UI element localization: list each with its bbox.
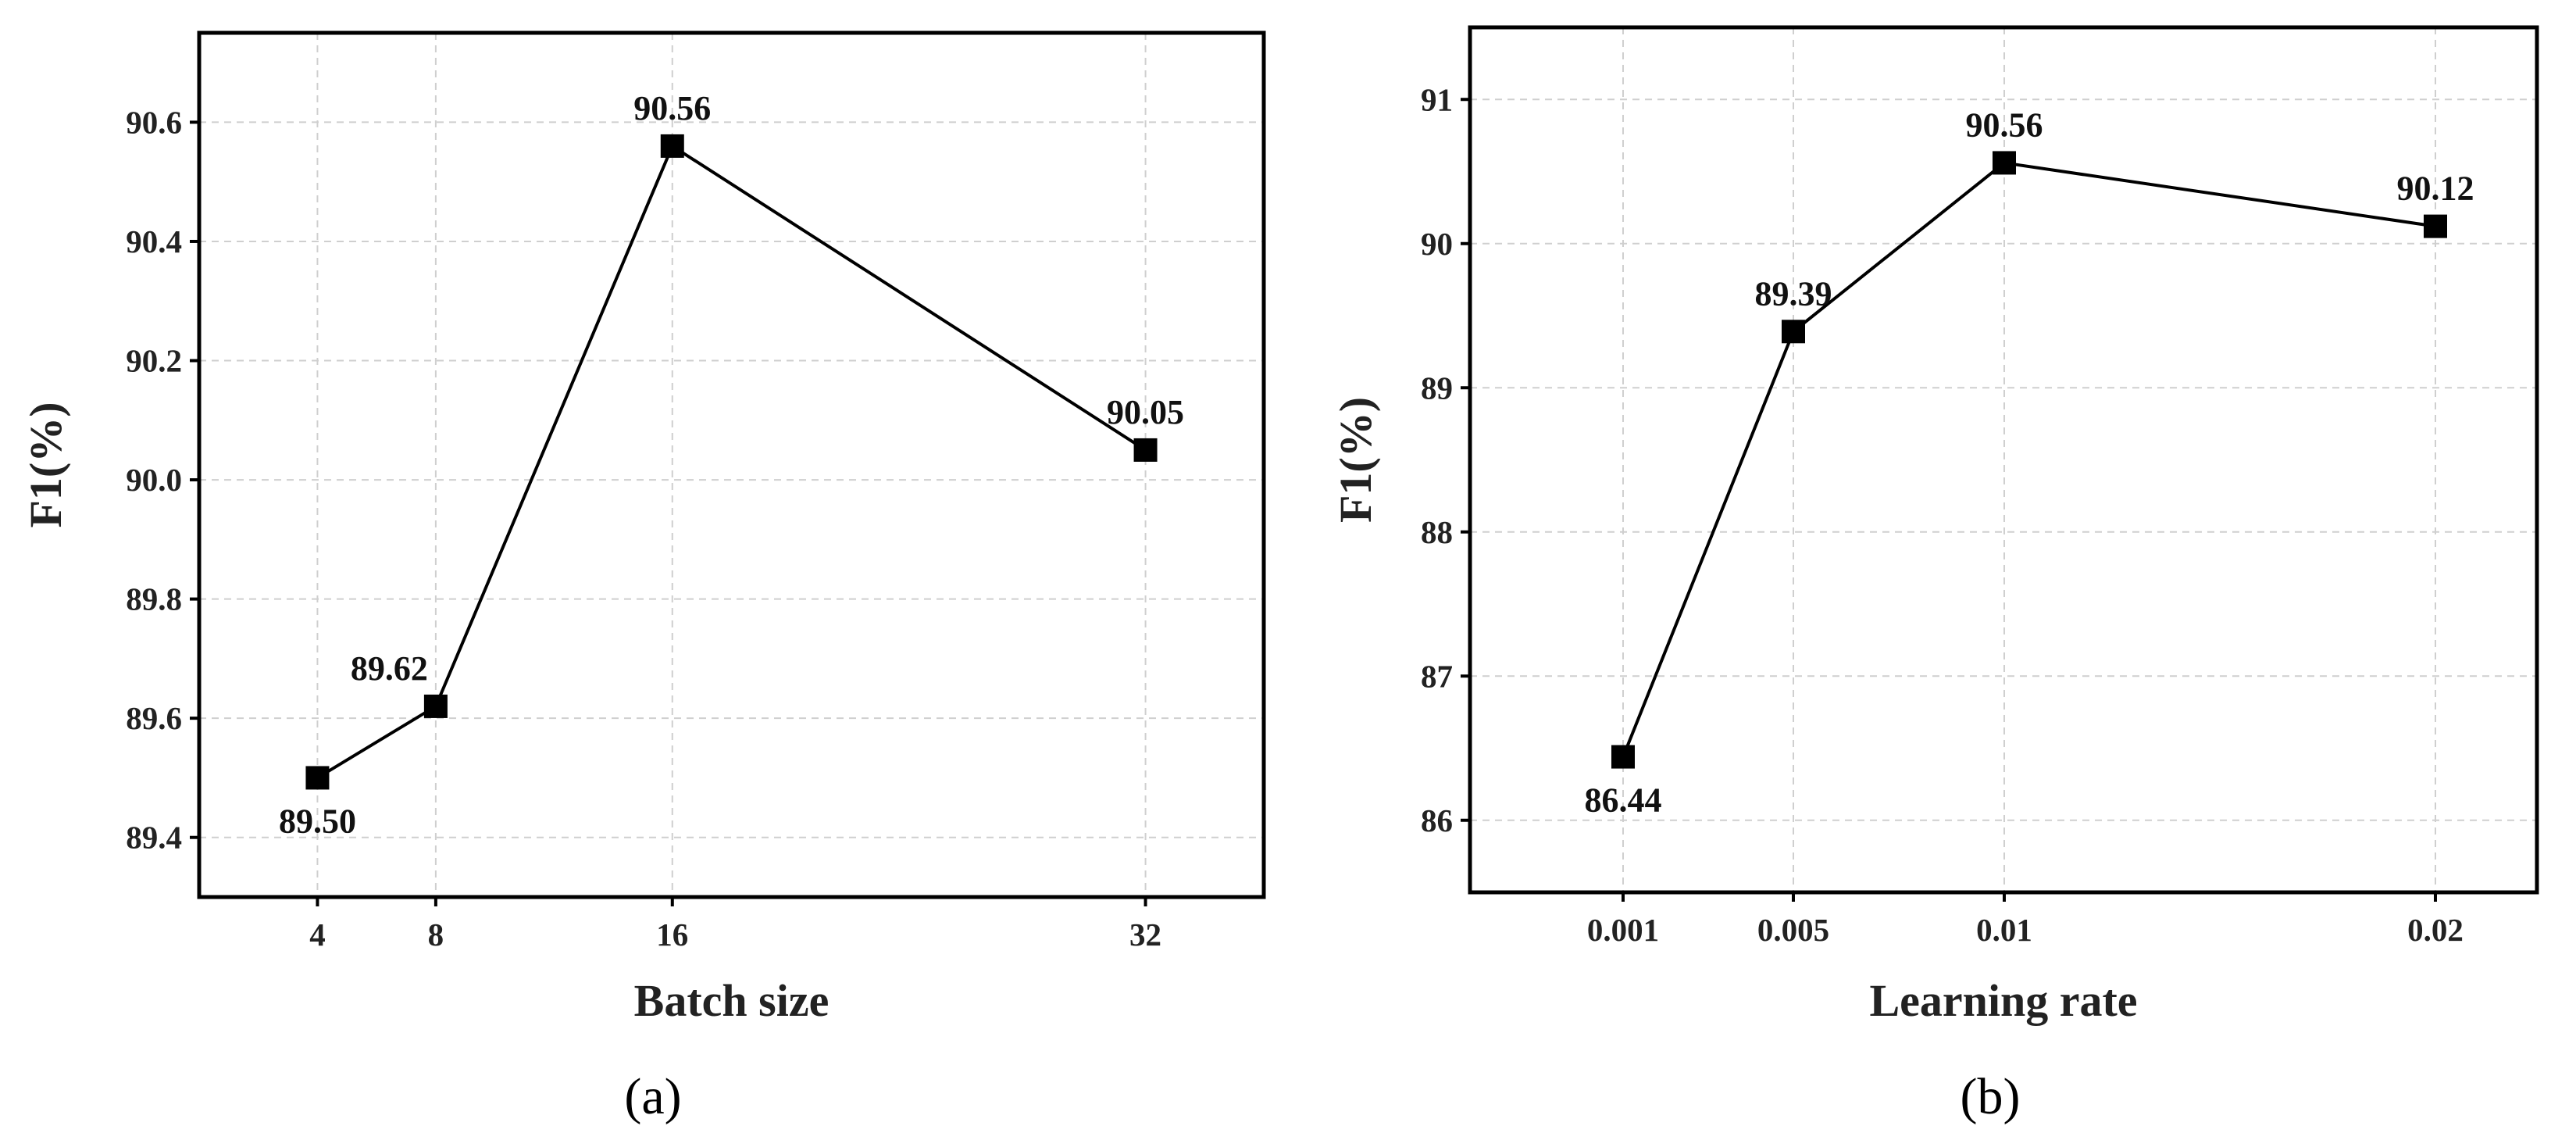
data-label: 90.56: [633, 89, 711, 127]
plot-frame: [197, 30, 1266, 899]
y-tick-label: 87: [1421, 658, 1453, 694]
x-tick-label: 16: [656, 917, 688, 953]
y-tick-label: 86: [1421, 802, 1453, 838]
y-tick-label: 90.0: [126, 462, 182, 498]
data-label: 90.56: [1966, 105, 2043, 144]
y-tick-label: 90.2: [126, 343, 182, 379]
series-line: [316, 143, 1147, 780]
x-tick-label: 0.001: [1587, 912, 1659, 948]
y-axis-label: F1(%): [1330, 397, 1381, 523]
series-line: [1622, 161, 2436, 758]
x-tick-label: 0.01: [1976, 912, 2032, 948]
panel-label: (a): [624, 1068, 681, 1125]
y-tick-label: 90.4: [126, 223, 182, 259]
data-label: 86.44: [1585, 781, 1662, 820]
data-point: [1133, 438, 1158, 462]
x-tick-label: 4: [309, 917, 326, 953]
y-axis-label: F1(%): [20, 402, 71, 527]
y-tick-label: 89.8: [126, 581, 182, 617]
y-tick-label: 91: [1421, 81, 1453, 117]
x-axis-label: Learning rate: [1869, 975, 2137, 1026]
data-label: 90.12: [2397, 170, 2474, 208]
data-label: 89.62: [351, 649, 428, 688]
data-label: 89.39: [1755, 274, 1832, 313]
y-tick-label: 89.4: [126, 820, 182, 856]
x-tick-label: 8: [428, 917, 444, 953]
y-tick-label: 90: [1421, 226, 1453, 262]
data-point: [305, 766, 330, 790]
data-point: [423, 694, 448, 718]
x-tick-label: 32: [1129, 917, 1161, 953]
chart-panel-b: 86 87 88 89 90 91 0.001 0.005 0.01 0.02 Learning r…: [1330, 25, 2539, 1125]
data-point: [1993, 151, 2016, 175]
data-point: [2424, 214, 2447, 238]
x-tick-label: 0.005: [1757, 912, 1829, 948]
y-tick-label: 89.6: [126, 700, 182, 736]
y-tick-label: 90.6: [126, 104, 182, 140]
data-point: [1782, 320, 1805, 344]
data-label: 89.50: [279, 802, 356, 840]
y-tick-label: 88: [1421, 514, 1453, 550]
data-point: [1611, 745, 1635, 769]
x-axis-label: Batch size: [634, 975, 830, 1026]
data-point: [660, 134, 684, 158]
data-label: 90.05: [1107, 393, 1184, 431]
y-tick-label: 89: [1421, 370, 1453, 406]
chart-panel-a: 89.4 89.6 89.8 90.0 90.2 90.4 90.6 4 8 16 32 Batch …: [20, 30, 1266, 1125]
panel-label: (b): [1961, 1068, 2021, 1125]
x-tick-label: 0.02: [2407, 912, 2464, 948]
